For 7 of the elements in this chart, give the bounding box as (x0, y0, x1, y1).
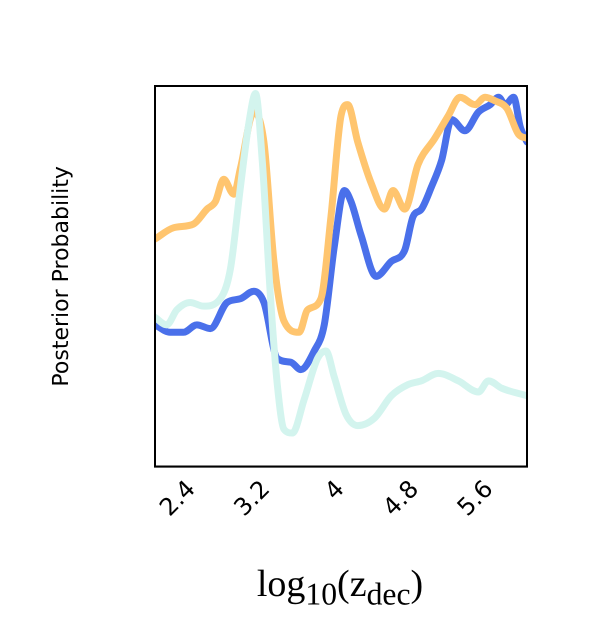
x-tick-label: 2.4 (154, 474, 201, 522)
x-axis-title: log$_{10}$(z$_{dec}$) (256, 562, 424, 613)
x-tick-label: 5.6 (452, 474, 498, 522)
x-tick-label: 4.8 (377, 474, 424, 522)
x-tick-label: 3.2 (228, 474, 276, 522)
x-tick-label: 4 (319, 474, 350, 506)
y-axis-title: Posterior Probability (48, 166, 74, 387)
